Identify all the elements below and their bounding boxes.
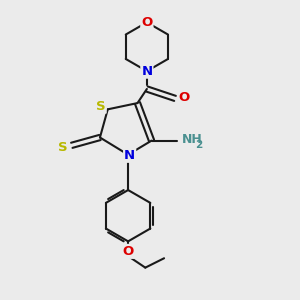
Text: N: N: [141, 65, 152, 78]
Text: S: S: [58, 141, 68, 154]
Text: 2: 2: [196, 140, 203, 150]
Text: S: S: [96, 100, 106, 113]
Text: N: N: [124, 149, 135, 162]
Text: O: O: [141, 16, 152, 29]
Text: O: O: [178, 91, 189, 104]
Text: NH: NH: [182, 133, 202, 146]
Text: O: O: [122, 245, 134, 258]
